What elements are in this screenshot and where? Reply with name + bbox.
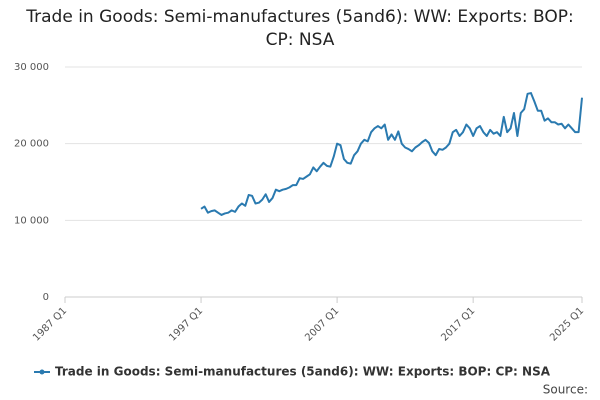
x-tick-label: 1997 Q1: [167, 305, 205, 343]
x-tick-label: 2017 Q1: [439, 305, 477, 343]
x-tick-label: 2025 Q1: [548, 305, 586, 343]
y-tick-label: 0: [43, 292, 49, 303]
legend-marker: [39, 369, 45, 375]
source: Source:: [543, 383, 588, 397]
y-tick-label: 30 000: [14, 62, 49, 73]
y-tick-label: 10 000: [14, 215, 49, 226]
x-tick-label: 1987 Q1: [31, 305, 69, 343]
y-tick-label: 20 000: [14, 139, 49, 150]
chart-title: Trade in Goods: Semi-manufactures (5and6…: [26, 7, 574, 50]
legend-label: Trade in Goods: Semi-manufactures (5and6…: [55, 365, 551, 379]
x-tick-label: 2007 Q1: [303, 305, 341, 343]
series-line: [200, 92, 583, 216]
